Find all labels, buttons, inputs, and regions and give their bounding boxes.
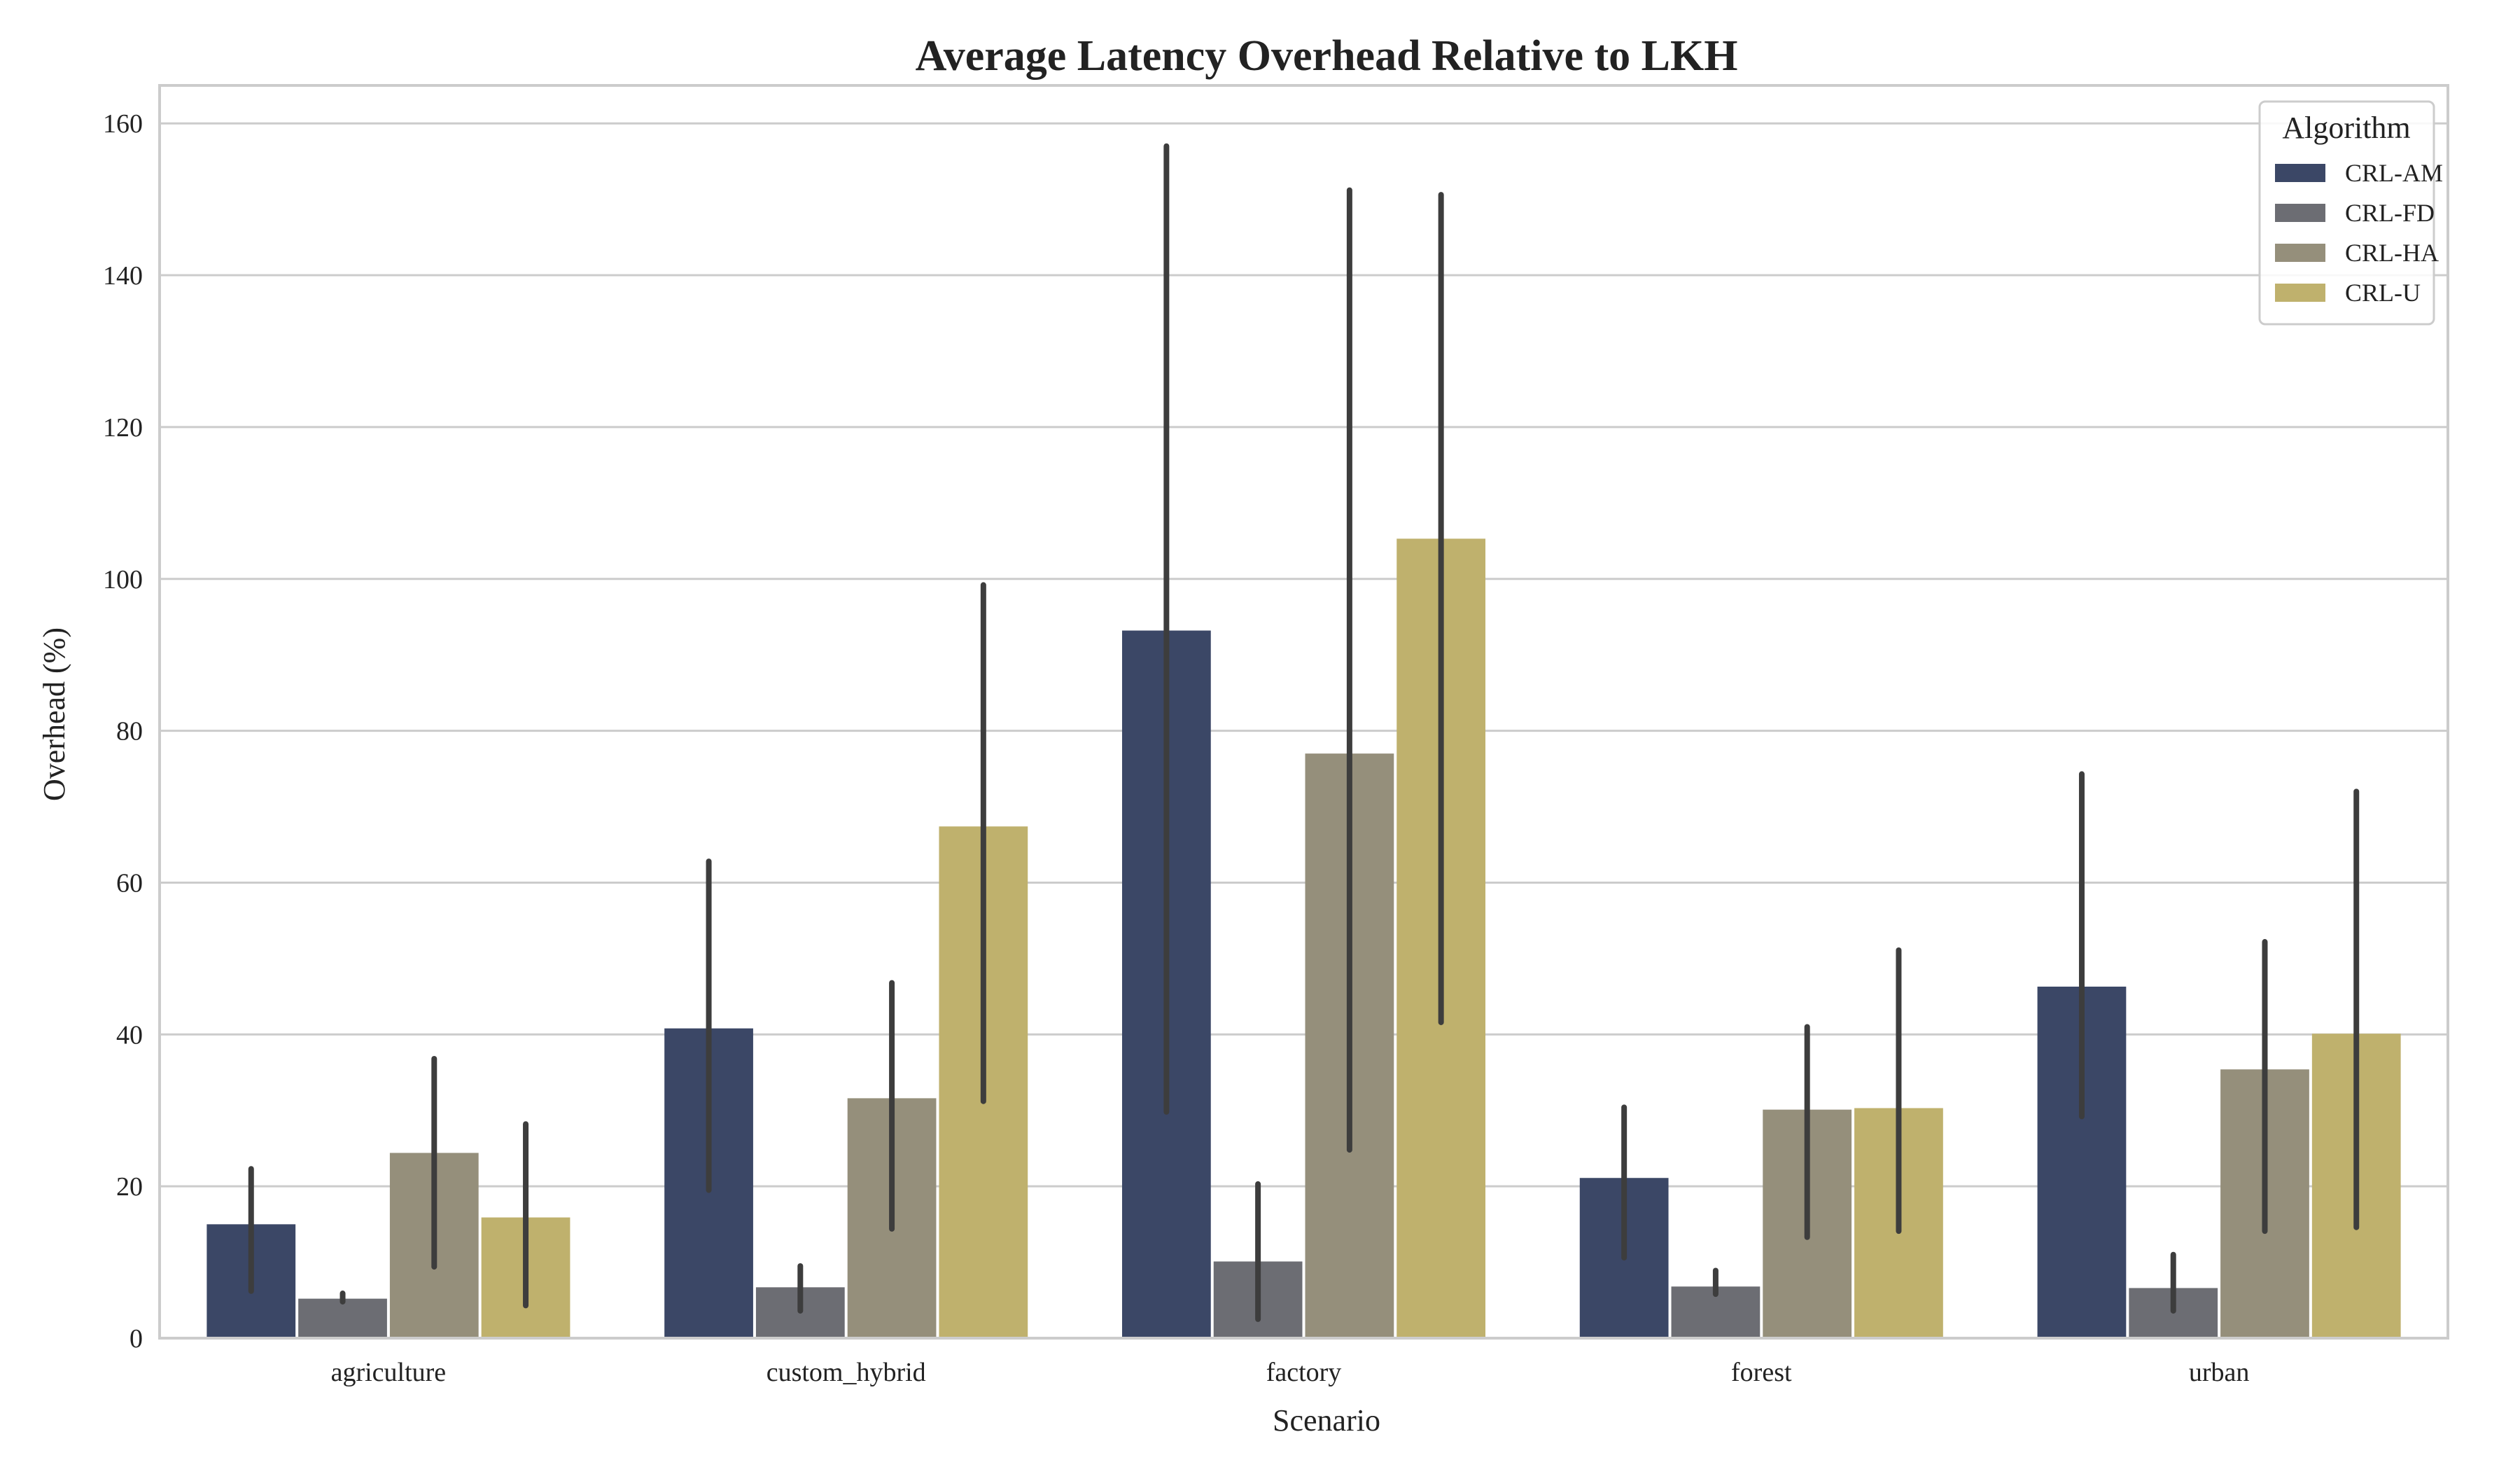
y-tick-label: 140 — [103, 261, 143, 291]
legend-swatch-CRL-HA — [2275, 244, 2325, 262]
y-tick-label: 20 — [116, 1172, 143, 1202]
legend-label-CRL-U: CRL-U — [2345, 279, 2421, 307]
legend-swatch-CRL-U — [2275, 284, 2325, 302]
legend-box — [2258, 100, 2435, 326]
x-axis-label: Scenario — [1273, 1403, 1380, 1438]
legend-label-CRL-FD: CRL-FD — [2345, 199, 2435, 227]
plot-area-frame — [158, 84, 2449, 1340]
legend: Algorithm CRL-AM CRL-FD CRL-HA CRL-U — [2258, 100, 2443, 326]
legend-swatch-CRL-FD — [2275, 204, 2325, 222]
bar-CRL-FD-agriculture — [298, 1298, 387, 1338]
y-tick-label: 60 — [116, 868, 143, 898]
error-bars — [248, 143, 2360, 1322]
y-tick-label: 0 — [130, 1324, 143, 1354]
chart-title: Average Latency Overhead Relative to LKH — [916, 32, 1738, 80]
y-tick-label: 160 — [103, 109, 143, 139]
x-tick-label-factory: factory — [1266, 1358, 1342, 1387]
x-tick-label-forest: forest — [1731, 1358, 1792, 1387]
y-axis-ticks: 0 20 40 60 80 100 120 140 160 — [103, 109, 143, 1354]
x-tick-label-agriculture: agriculture — [331, 1358, 447, 1387]
y-tick-label: 120 — [103, 413, 143, 443]
legend-swatch-CRL-AM — [2275, 164, 2325, 182]
legend-items: CRL-AM CRL-FD CRL-HA CRL-U — [2275, 159, 2443, 307]
y-axis-label: Overhead (%) — [37, 627, 71, 801]
x-tick-label-custom_hybrid: custom_hybrid — [766, 1358, 926, 1387]
x-axis-ticks: agriculture custom_hybrid factory forest urb… — [331, 1358, 2250, 1387]
legend-label-CRL-AM: CRL-AM — [2345, 159, 2443, 187]
x-tick-label-urban: urban — [2189, 1358, 2250, 1387]
y-tick-label: 100 — [103, 565, 143, 595]
legend-label-CRL-HA: CRL-HA — [2345, 239, 2439, 267]
legend-title: Algorithm — [2282, 111, 2410, 145]
y-tick-label: 80 — [116, 717, 143, 746]
y-tick-label: 40 — [116, 1020, 143, 1050]
